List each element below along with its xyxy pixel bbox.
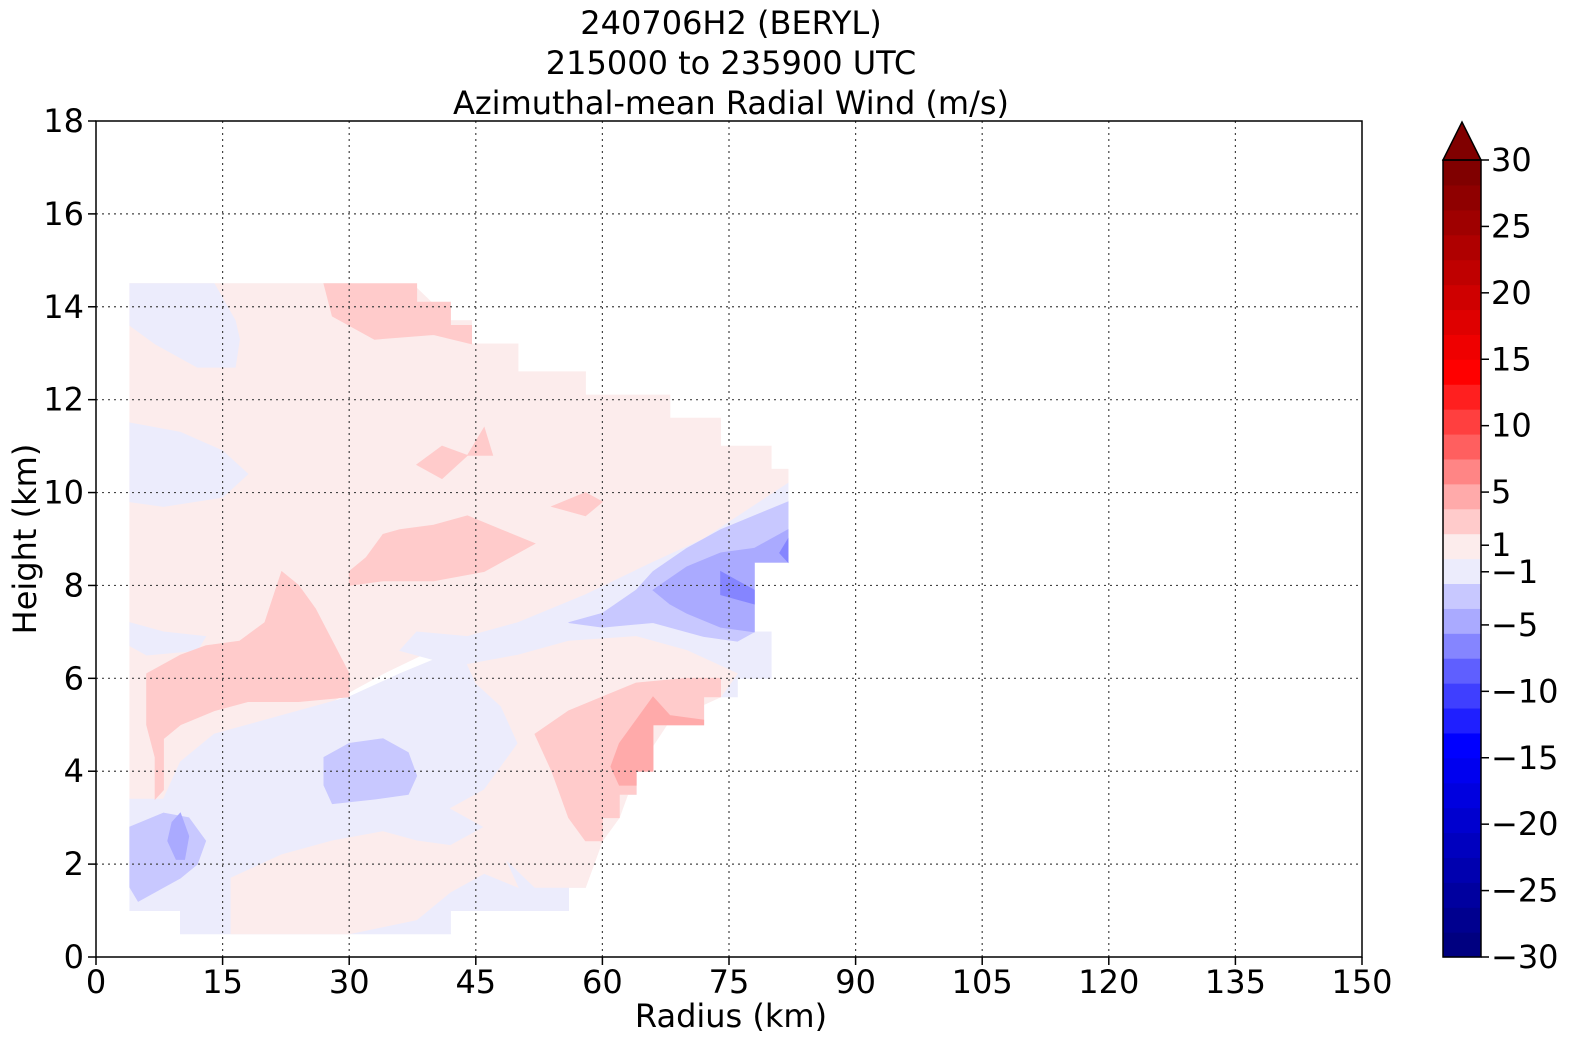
- x-tick-label: 60: [582, 963, 623, 1001]
- y-tick-label: 6: [64, 659, 84, 697]
- colorbar-band: [1443, 757, 1481, 784]
- colorbar-tick-label: 20: [1491, 274, 1532, 312]
- colorbar-band: [1443, 384, 1481, 410]
- colorbar-band: [1443, 707, 1481, 734]
- y-tick-label: 12: [43, 381, 84, 419]
- colorbar-tick-label: 25: [1491, 207, 1532, 245]
- colorbar-tick-label: −25: [1491, 872, 1559, 910]
- colorbar-band: [1443, 284, 1481, 311]
- colorbar-band: [1443, 832, 1481, 858]
- grid-lines: [96, 121, 1362, 957]
- x-tick-label: 15: [202, 963, 243, 1001]
- colorbar-tick-label: 5: [1491, 473, 1511, 511]
- x-tick-label: 120: [1078, 963, 1139, 1001]
- contour-region-11: [550, 492, 604, 517]
- colorbar-band: [1443, 608, 1481, 634]
- colorbar-band: [1443, 309, 1481, 335]
- colorbar-band: [1443, 932, 1481, 958]
- x-tick-label: 75: [709, 963, 750, 1001]
- chart-title-line-3: Azimuthal-mean Radial Wind (m/s): [453, 84, 1009, 122]
- colorbar-band: [1443, 882, 1481, 908]
- colorbar-tick-label: 10: [1491, 407, 1532, 445]
- x-axis-label: Radius (km): [635, 997, 827, 1035]
- colorbar-band: [1443, 683, 1481, 709]
- contour-region-20: [779, 537, 789, 564]
- colorbar-frame: [1442, 159, 1482, 958]
- x-tick-label: 0: [86, 963, 106, 1001]
- y-tick-label: 4: [64, 752, 84, 790]
- colorbar-band: [1443, 433, 1481, 460]
- chart-title-line-2: 215000 to 235900 UTC: [546, 44, 916, 82]
- colorbar-band: [1443, 483, 1481, 510]
- x-axis: 0 15 30 45 60 75 90 105 120 135 150: [86, 957, 1393, 1001]
- colorbar-band: [1443, 184, 1481, 211]
- y-axis-label: Height (km): [6, 444, 44, 635]
- y-tick-label: 16: [43, 195, 84, 233]
- contour-region-1: [129, 283, 240, 368]
- colorbar-tick-label: −20: [1491, 805, 1559, 843]
- colorbar-band: [1443, 160, 1481, 186]
- colorbar-band: [1443, 558, 1481, 585]
- x-tick-label: 30: [329, 963, 370, 1001]
- colorbar-band: [1443, 583, 1481, 609]
- colorbar-band: [1443, 409, 1481, 435]
- contour-region-15: [323, 738, 418, 805]
- colorbar-tick-label: −30: [1491, 938, 1559, 976]
- y-tick-label: 0: [64, 938, 84, 976]
- colorbar-tick-label: −10: [1491, 672, 1559, 710]
- colorbar-band: [1443, 259, 1481, 286]
- colorbar-band: [1443, 782, 1481, 809]
- contour-regions: [129, 283, 789, 935]
- x-tick-label: 150: [1331, 963, 1392, 1001]
- colorbar-tick-label: 30: [1491, 141, 1532, 179]
- colorbar-band: [1443, 234, 1481, 261]
- colorbar-tick-label: −15: [1491, 739, 1559, 777]
- x-tick-label: 105: [952, 963, 1013, 1001]
- contour-region-9: [348, 515, 536, 586]
- colorbar-band: [1443, 334, 1481, 360]
- contour-region-18: [167, 812, 190, 860]
- y-tick-label: 18: [43, 102, 84, 140]
- x-tick-label: 135: [1205, 963, 1266, 1001]
- colorbar-tick-label: 1: [1491, 526, 1511, 564]
- y-tick-label: 2: [64, 845, 84, 883]
- y-tick-label: 14: [43, 288, 84, 326]
- colorbar-band: [1443, 359, 1481, 385]
- colorbar-extend-arrow: [1441, 120, 1483, 161]
- colorbar-band: [1443, 209, 1481, 236]
- colorbar-tick-label: 15: [1491, 340, 1532, 378]
- colorbar-band: [1443, 508, 1481, 535]
- contour-region-13: [610, 696, 705, 786]
- x-tick-label: 90: [835, 963, 876, 1001]
- contour-region-7: [323, 283, 473, 345]
- colorbar-band: [1443, 658, 1481, 684]
- y-tick-label: 8: [64, 566, 84, 604]
- contour-region-4: [129, 482, 789, 935]
- contour-region-8: [146, 570, 350, 801]
- y-axis: 0 2 4 6 8 10 12 14 16 18: [43, 102, 96, 976]
- colorbar-band: [1443, 732, 1481, 759]
- colorbar-band: [1443, 807, 1481, 834]
- x-tick-label: 45: [455, 963, 496, 1001]
- colorbar-band: [1443, 907, 1481, 933]
- colorbar-tick-label: −5: [1491, 606, 1538, 644]
- colorbar-band: [1443, 458, 1481, 485]
- colorbar-tick-label: −1: [1491, 553, 1538, 591]
- contour-region-10: [415, 426, 494, 480]
- chart-title-line-1: 240706H2 (BERYL): [580, 4, 881, 42]
- colorbar-band: [1443, 533, 1481, 560]
- colorbar-band: [1443, 633, 1481, 659]
- y-tick-label: 10: [43, 474, 84, 512]
- contour-region-2: [129, 422, 249, 507]
- colorbar-band: [1443, 857, 1481, 883]
